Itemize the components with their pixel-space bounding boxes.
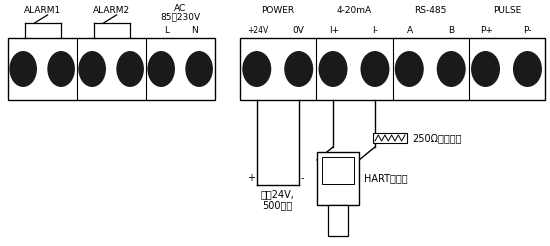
Bar [373, 133, 407, 143]
Text: I-: I- [372, 26, 378, 35]
Text: 0V: 0V [293, 26, 305, 35]
Text: B: B [448, 26, 454, 35]
Text: HART手操器: HART手操器 [364, 173, 408, 184]
Ellipse shape [117, 51, 144, 87]
Ellipse shape [47, 51, 75, 87]
Text: RS-485: RS-485 [415, 6, 447, 15]
Ellipse shape [318, 51, 348, 87]
Ellipse shape [437, 51, 466, 87]
Ellipse shape [360, 51, 389, 87]
Text: -: - [301, 173, 304, 183]
Text: 85～230V: 85～230V [161, 12, 201, 21]
Ellipse shape [147, 51, 175, 87]
Text: POWER: POWER [262, 6, 295, 15]
Bar [328, 205, 348, 236]
Text: +: + [247, 173, 255, 183]
Ellipse shape [243, 51, 271, 87]
Bar [317, 152, 359, 205]
Text: I+: I+ [329, 26, 339, 35]
Text: N: N [191, 26, 198, 35]
Text: 250Ω采样电阵: 250Ω采样电阵 [412, 133, 461, 143]
Ellipse shape [9, 51, 37, 87]
Text: ALARM1: ALARM1 [24, 6, 61, 15]
Text: ALARM2: ALARM2 [93, 6, 130, 15]
Bar [322, 157, 354, 184]
Text: +24V: +24V [247, 26, 268, 35]
Ellipse shape [79, 51, 106, 87]
Bar [240, 38, 545, 100]
Ellipse shape [185, 51, 213, 87]
Text: PULSE: PULSE [493, 6, 521, 15]
Text: AC: AC [174, 4, 186, 13]
Bar [8, 38, 215, 100]
Text: P+: P+ [480, 26, 493, 35]
Text: P-: P- [523, 26, 532, 35]
Text: L: L [164, 26, 169, 35]
Ellipse shape [395, 51, 424, 87]
Ellipse shape [284, 51, 313, 87]
Text: A: A [407, 26, 413, 35]
Text: 4-20mA: 4-20mA [337, 6, 372, 15]
Text: 直流24V,
500毫安: 直流24V, 500毫安 [261, 189, 295, 211]
Ellipse shape [513, 51, 542, 87]
Ellipse shape [471, 51, 500, 87]
